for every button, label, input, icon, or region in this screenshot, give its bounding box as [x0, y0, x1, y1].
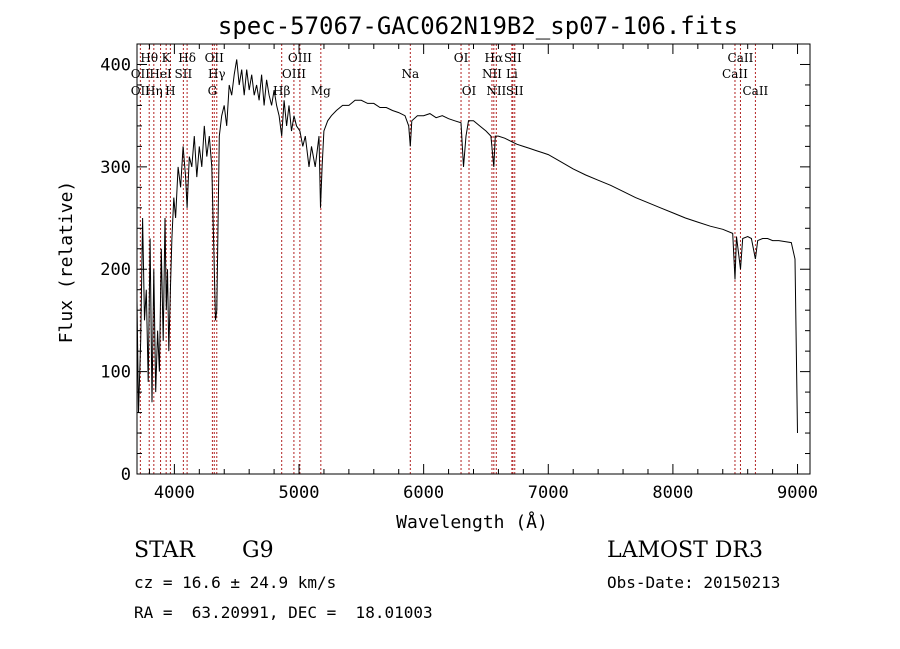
y-tick-label: 300: [100, 158, 131, 178]
spectrum-series: [136, 59, 798, 434]
y-tick-label: 100: [100, 363, 131, 383]
line-label: NII: [486, 84, 506, 98]
line-label: Hθ: [140, 51, 158, 65]
line-label: OII: [131, 84, 151, 98]
class-label: STAR: [134, 538, 195, 563]
line-label: Na: [401, 67, 419, 81]
x-tick-label: 6000: [403, 483, 444, 503]
line-label: Hη: [145, 84, 163, 98]
survey-label: LAMOST DR3: [607, 538, 763, 563]
x-tick-label: 7000: [528, 483, 569, 503]
line-label: OIII: [288, 51, 312, 65]
line-label: CaII: [722, 67, 748, 81]
line-label: CaII: [728, 51, 754, 65]
obs-date-text: Obs-Date: 20150213: [607, 573, 781, 592]
x-tick-label: 9000: [777, 483, 818, 503]
line-label: Hδ: [178, 51, 196, 65]
line-label: NII: [482, 67, 502, 81]
line-label: Hα: [485, 51, 504, 65]
line-label: Mg: [311, 84, 331, 98]
line-label: OIII: [282, 67, 306, 81]
chart-title: spec-57067-GAC062N19B2_sp07-106.fits: [218, 12, 738, 40]
x-tick-label: 4000: [154, 483, 195, 503]
subclass-label: G9: [242, 538, 274, 563]
line-label: OII: [131, 67, 151, 81]
axis-ticks: 4000 5000 6000 7000 8000 9000 0 100 200 300 400: [100, 43, 818, 503]
x-axis-label: Wavelength (Å): [396, 511, 548, 533]
line-label: G: [208, 84, 218, 98]
line-label: HeI: [149, 67, 172, 81]
y-tick-label: 200: [100, 260, 131, 280]
line-label: K: [162, 51, 172, 65]
line-label: CaII: [742, 84, 768, 98]
line-label: Li: [506, 67, 518, 81]
line-label: SII: [504, 51, 522, 65]
line-label: OI: [454, 51, 469, 65]
coordinates-text: RA = 63.20991, DEC = 18.01003: [134, 603, 433, 622]
line-label: OII: [205, 51, 225, 65]
line-label: SII: [506, 84, 524, 98]
line-label: Hγ: [208, 67, 226, 81]
y-tick-label: 400: [100, 55, 131, 75]
line-label: Hβ: [273, 84, 290, 98]
x-tick-label: 8000: [652, 483, 693, 503]
line-label: OI: [462, 84, 477, 98]
line-label: SII: [175, 67, 193, 81]
line-label: H: [165, 84, 175, 98]
x-tick-label: 5000: [279, 483, 320, 503]
y-tick-label: 0: [121, 465, 131, 485]
redshift-text: cz = 16.6 ± 24.9 km/s: [134, 573, 337, 592]
y-axis-label: Flux (relative): [56, 181, 77, 344]
